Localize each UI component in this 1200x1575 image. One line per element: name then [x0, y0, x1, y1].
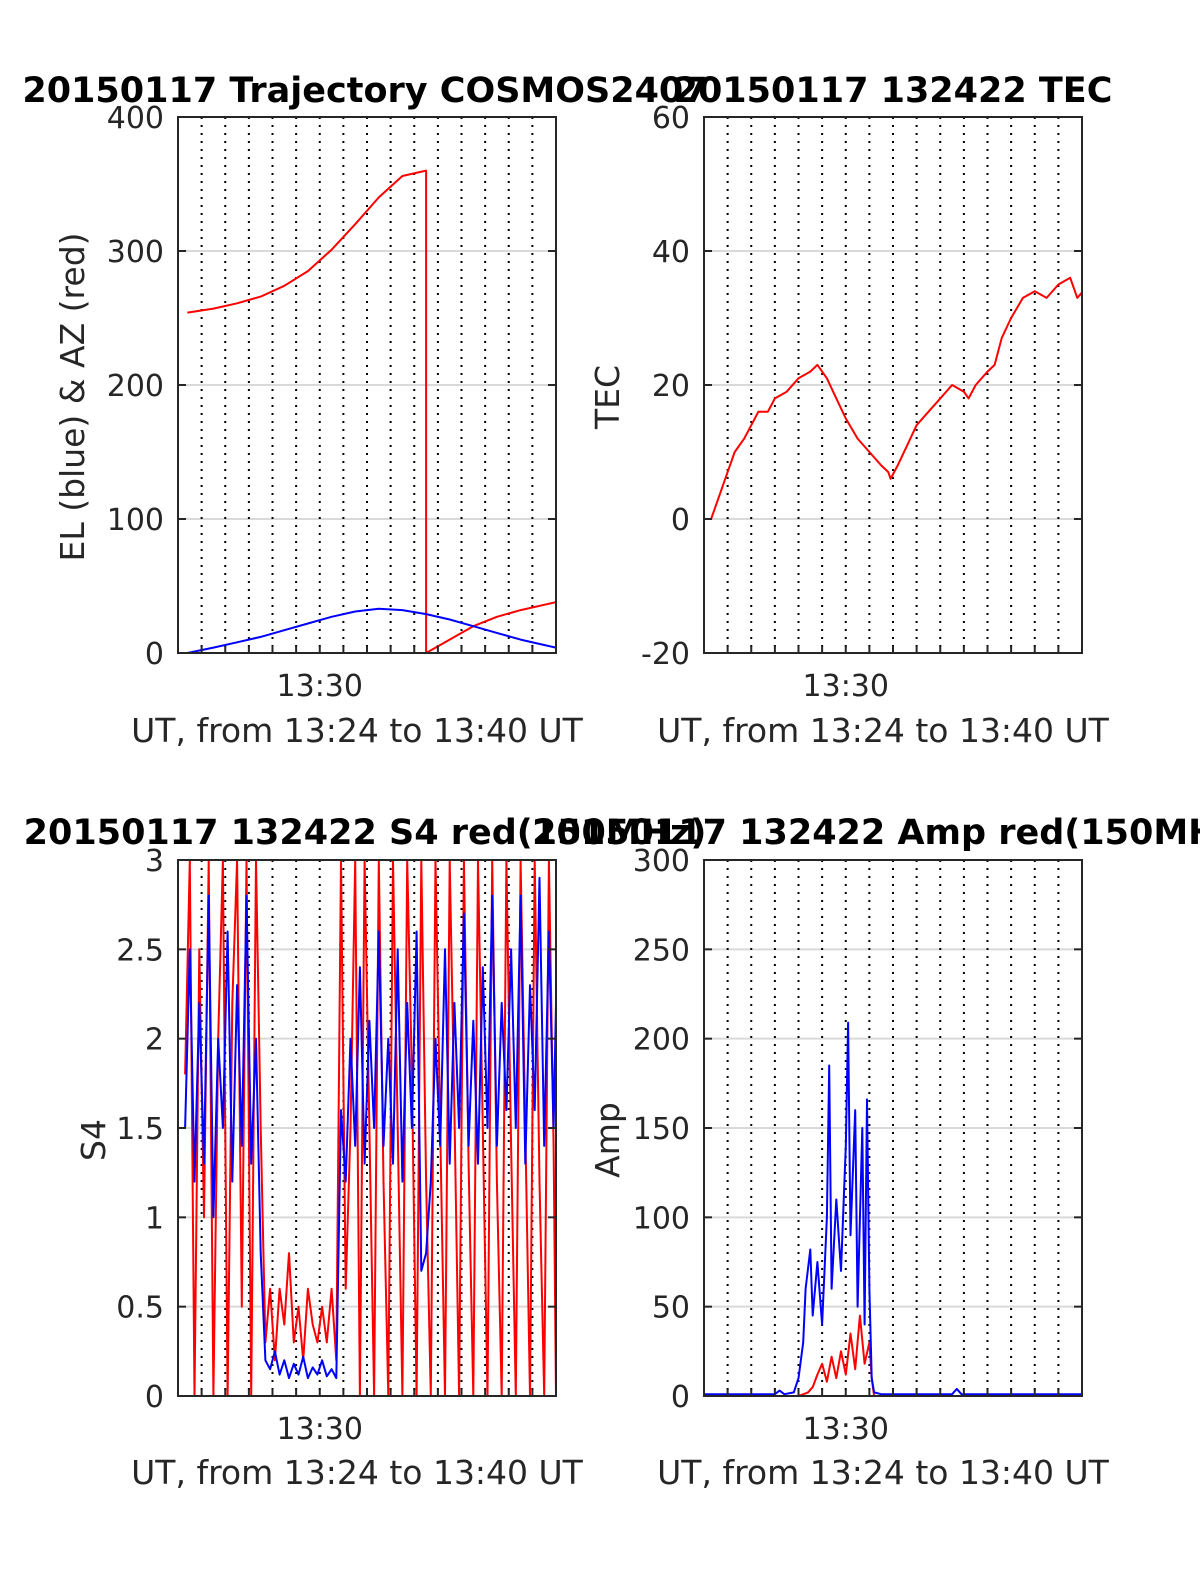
- chart-title-tec: 20150117 132422 TEC: [674, 71, 1113, 111]
- y-tick-label: 3: [145, 844, 164, 879]
- grid-amp: [704, 860, 1082, 1396]
- series-line-red: [710, 276, 1082, 520]
- y-axis-label-tec: TEC: [588, 365, 627, 430]
- y-tick-label: 200: [107, 369, 164, 404]
- chart-title-s4: 20150117 132422 S4 red(150MHz): [24, 813, 707, 853]
- x-ticks-trajectory: 13:30: [200, 646, 534, 704]
- panel-amp: 20150117 132422 Amp red(150MHz) 0 50 100 15…: [532, 813, 1200, 1492]
- y-tick-label: 200: [633, 1023, 690, 1058]
- series-line-blue: [184, 876, 556, 1380]
- y-tick-label: 0: [145, 1380, 164, 1415]
- y-tick-label: -20: [641, 637, 690, 672]
- y-ticks-tec: -20 0 20 40 60: [641, 101, 1082, 672]
- x-tick-label: 13:30: [277, 1412, 363, 1447]
- series-line-blue: [187, 607, 556, 653]
- y-tick-label: 0: [671, 1380, 690, 1415]
- x-tick-label: 13:30: [803, 669, 889, 704]
- y-tick-label: 300: [633, 844, 690, 879]
- chart-title-amp: 20150117 132422 Amp red(150MHz): [532, 813, 1200, 853]
- y-tick-label: 0.5: [116, 1291, 164, 1326]
- x-axis-label-amp: UT, from 13:24 to 13:40 UT: [657, 1453, 1110, 1492]
- y-tick-label: 50: [652, 1291, 690, 1326]
- y-axis-label-amp: Amp: [588, 1102, 627, 1178]
- panel-s4: 20150117 132422 S4 red(150MHz) 0 0.5 1 1.5 2…: [24, 813, 707, 1492]
- y-tick-label: 1.5: [116, 1112, 164, 1147]
- y-tick-label: 40: [652, 235, 690, 270]
- x-ticks-s4: 13:30: [200, 1389, 534, 1447]
- y-tick-label: 20: [652, 369, 690, 404]
- x-tick-label: 13:30: [803, 1412, 889, 1447]
- y-tick-label: 250: [633, 933, 690, 968]
- x-axis-label-trajectory: UT, from 13:24 to 13:40 UT: [131, 711, 584, 750]
- series-group-amp: [704, 1021, 1082, 1396]
- grid-tec: [704, 117, 1082, 653]
- y-axis-label-trajectory: EL (blue) & AZ (red): [53, 232, 92, 561]
- y-tick-label: 1: [145, 1201, 164, 1236]
- y-tick-label: 400: [107, 101, 164, 136]
- y-tick-label: 100: [633, 1201, 690, 1236]
- y-axis-label-s4: S4: [74, 1119, 113, 1161]
- x-ticks-tec: 13:30: [726, 646, 1060, 704]
- series-group-tec: [710, 276, 1082, 520]
- y-tick-label: 2: [145, 1023, 164, 1058]
- y-tick-label: 2.5: [116, 933, 164, 968]
- y-tick-label: 300: [107, 235, 164, 270]
- y-ticks-s4: 0 0.5 1 1.5 2 2.5 3: [116, 844, 556, 1415]
- y-tick-label: 0: [671, 503, 690, 538]
- x-ticks-amp: 13:30: [726, 1389, 1060, 1447]
- y-tick-label: 60: [652, 101, 690, 136]
- panel-tec: 20150117 132422 TEC -20 0 20 40 60 13:30 UT,…: [588, 71, 1113, 750]
- x-axis-label-s4: UT, from 13:24 to 13:40 UT: [131, 1453, 584, 1492]
- y-tick-label: 150: [633, 1112, 690, 1147]
- series-line-red: [704, 1314, 1082, 1396]
- y-ticks-trajectory: 0 100 200 300 400: [107, 101, 556, 672]
- grid-trajectory: [178, 117, 556, 653]
- chart-title-trajectory: 20150117 Trajectory COSMOS2407: [22, 71, 707, 111]
- series-group-s4: [184, 860, 556, 1396]
- y-tick-label: 0: [145, 637, 164, 672]
- y-ticks-amp: 0 50 100 150 200 250 300: [633, 844, 1082, 1415]
- panel-trajectory: 20150117 Trajectory COSMOS2407 010020030…: [22, 71, 707, 750]
- series-group-trajectory: [187, 169, 556, 653]
- y-tick-label: 100: [107, 503, 164, 538]
- x-tick-label: 13:30: [277, 669, 363, 704]
- series-line-red: [187, 169, 556, 653]
- x-axis-label-tec: UT, from 13:24 to 13:40 UT: [657, 711, 1110, 750]
- series-line-blue: [704, 1021, 1082, 1396]
